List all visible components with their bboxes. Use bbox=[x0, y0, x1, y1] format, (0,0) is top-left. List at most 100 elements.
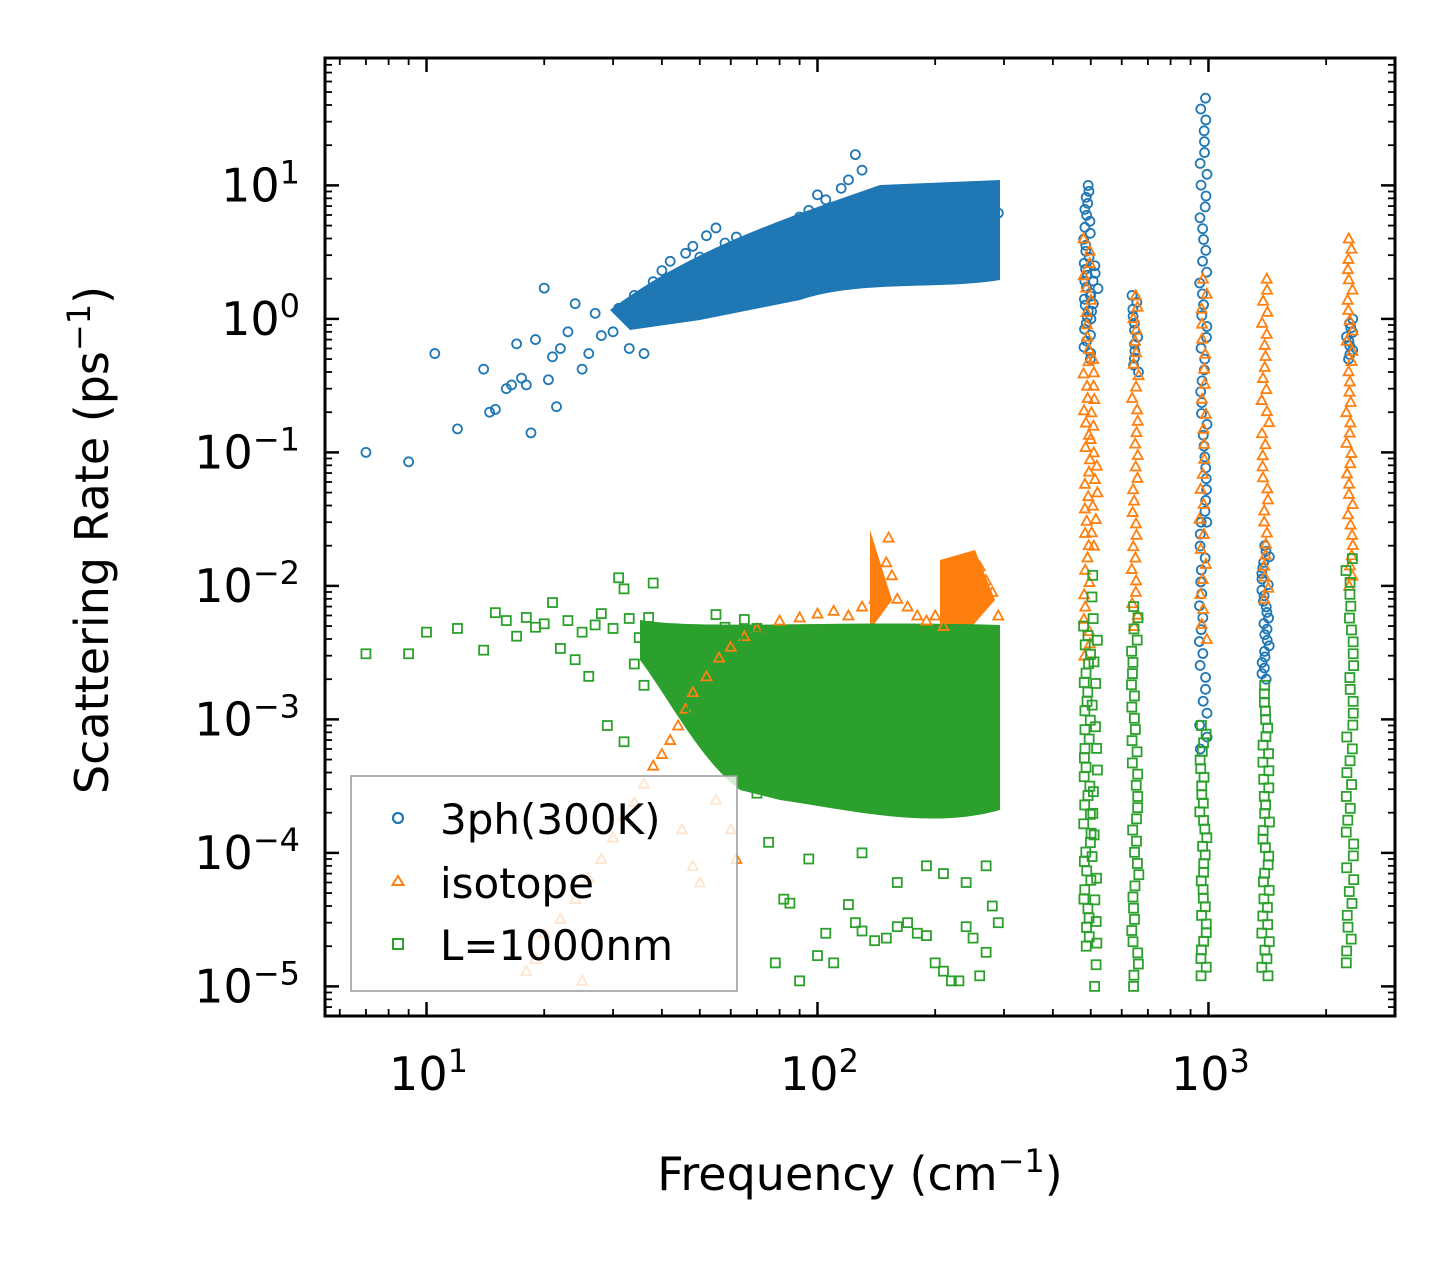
point-l1000nm-band bbox=[1263, 936, 1275, 948]
point-l1000nm-band bbox=[1131, 858, 1143, 869]
point-l1000nm bbox=[911, 644, 923, 656]
point-isotope-band bbox=[1343, 456, 1357, 469]
point-isotope-band bbox=[1197, 527, 1211, 539]
point-l1000nm bbox=[719, 726, 731, 738]
point-3ph-band bbox=[1089, 267, 1101, 279]
point-isotope bbox=[773, 613, 787, 626]
point-l1000nm-band bbox=[1195, 970, 1207, 982]
point-isotope bbox=[868, 591, 882, 604]
point-isotope-band bbox=[1260, 525, 1274, 538]
point-isotope-band bbox=[1080, 378, 1094, 391]
point-l1000nm-band bbox=[1340, 791, 1352, 802]
point-3ph-band bbox=[1194, 743, 1206, 755]
point-3ph bbox=[520, 379, 532, 391]
point-l1000nm-band bbox=[1130, 779, 1142, 791]
point-l1000nm-band bbox=[1126, 757, 1138, 769]
point-l1000nm-band bbox=[1133, 869, 1145, 881]
point-isotope bbox=[928, 608, 942, 621]
point-l1000nm-band bbox=[1200, 918, 1212, 930]
point-l1000nm bbox=[664, 665, 676, 677]
point-isotope-band bbox=[1346, 538, 1360, 550]
point-isotope-band bbox=[1341, 507, 1355, 520]
legend-marker-isotope bbox=[390, 874, 406, 886]
point-l1000nm-band bbox=[1084, 808, 1096, 820]
point-isotope-band bbox=[1343, 313, 1357, 326]
point-3ph-band bbox=[1199, 201, 1211, 213]
point-isotope-band bbox=[1131, 607, 1145, 620]
point-l1000nm-band bbox=[1196, 909, 1207, 921]
point-isotope bbox=[966, 568, 980, 581]
point-l1000nm-band bbox=[1195, 720, 1207, 731]
point-isotope-band bbox=[1256, 459, 1270, 472]
point-3ph-band bbox=[1080, 245, 1092, 257]
point-3ph bbox=[583, 348, 595, 359]
point-l1000nm-band bbox=[1132, 958, 1144, 970]
point-l1000nm-band bbox=[1342, 814, 1354, 826]
point-isotope bbox=[827, 604, 841, 616]
point-isotope-band bbox=[1128, 334, 1142, 346]
point-l1000nm-band bbox=[1127, 891, 1139, 903]
point-isotope-band bbox=[1200, 286, 1214, 299]
point-l1000nm bbox=[843, 899, 854, 910]
point-isotope-band bbox=[1196, 467, 1210, 479]
point-l1000nm bbox=[921, 930, 932, 942]
point-l1000nm-band bbox=[1344, 612, 1355, 624]
legend-label-isotope: isotope bbox=[440, 859, 594, 908]
point-isotope-band bbox=[1081, 354, 1096, 367]
point-isotope-band bbox=[1258, 437, 1272, 450]
point-l1000nm-band bbox=[1090, 721, 1101, 733]
point-3ph-band bbox=[1198, 299, 1209, 311]
point-3ph-band bbox=[1259, 662, 1270, 674]
point-isotope-band bbox=[1339, 435, 1354, 448]
point-3ph-band bbox=[1079, 203, 1091, 215]
point-isotope-band bbox=[1129, 585, 1143, 597]
point-3ph-band bbox=[1263, 640, 1275, 652]
point-l1000nm bbox=[856, 847, 868, 859]
point-isotope bbox=[979, 573, 993, 586]
y-tick-label-base: 10 bbox=[221, 158, 280, 212]
point-3ph bbox=[576, 363, 588, 375]
point-isotope-band bbox=[1258, 338, 1272, 350]
point-isotope bbox=[944, 610, 958, 623]
point-isotope-band bbox=[1130, 527, 1144, 540]
point-3ph bbox=[694, 251, 706, 263]
point-3ph-band bbox=[1082, 197, 1094, 209]
point-l1000nm-band bbox=[1344, 672, 1356, 683]
y-tick-label-base: 10 bbox=[194, 959, 253, 1013]
point-3ph-band bbox=[1194, 212, 1206, 224]
point-l1000nm bbox=[945, 639, 957, 651]
point-l1000nm bbox=[652, 639, 664, 651]
point-3ph-band bbox=[1080, 191, 1092, 203]
point-l1000nm bbox=[694, 638, 706, 649]
point-l1000nm-band bbox=[1343, 886, 1355, 897]
point-isotope-band bbox=[1257, 558, 1271, 571]
point-l1000nm-band bbox=[1091, 742, 1103, 754]
point-isotope bbox=[686, 685, 700, 698]
point-3ph bbox=[506, 379, 517, 391]
y-tick-label-exp: 1 bbox=[280, 153, 300, 191]
point-l1000nm bbox=[929, 957, 941, 969]
point-3ph bbox=[820, 194, 832, 206]
point-isotope-band bbox=[1344, 517, 1358, 530]
point-isotope bbox=[882, 530, 896, 543]
point-l1000nm bbox=[774, 628, 785, 639]
point-l1000nm-band bbox=[1092, 764, 1103, 776]
point-l1000nm-band bbox=[1342, 921, 1354, 933]
point-3ph-band bbox=[1263, 551, 1275, 563]
point-3ph-band bbox=[1081, 209, 1093, 221]
point-l1000nm bbox=[628, 658, 640, 670]
point-isotope-band bbox=[1259, 536, 1273, 549]
point-3ph bbox=[774, 231, 785, 243]
point-l1000nm-band bbox=[1078, 677, 1090, 688]
point-l1000nm-band bbox=[1090, 916, 1102, 927]
point-l1000nm-band bbox=[1087, 569, 1099, 581]
point-isotope-band bbox=[1193, 587, 1207, 599]
point-l1000nm bbox=[794, 975, 805, 987]
point-3ph-band bbox=[1263, 612, 1274, 624]
point-l1000nm-band bbox=[1083, 733, 1095, 745]
point-l1000nm bbox=[986, 900, 998, 912]
point-l1000nm-band bbox=[1201, 832, 1213, 844]
point-l1000nm-band bbox=[1200, 927, 1212, 939]
y-tick-label: 10−2 bbox=[194, 554, 300, 613]
point-l1000nm-band bbox=[1080, 940, 1092, 952]
